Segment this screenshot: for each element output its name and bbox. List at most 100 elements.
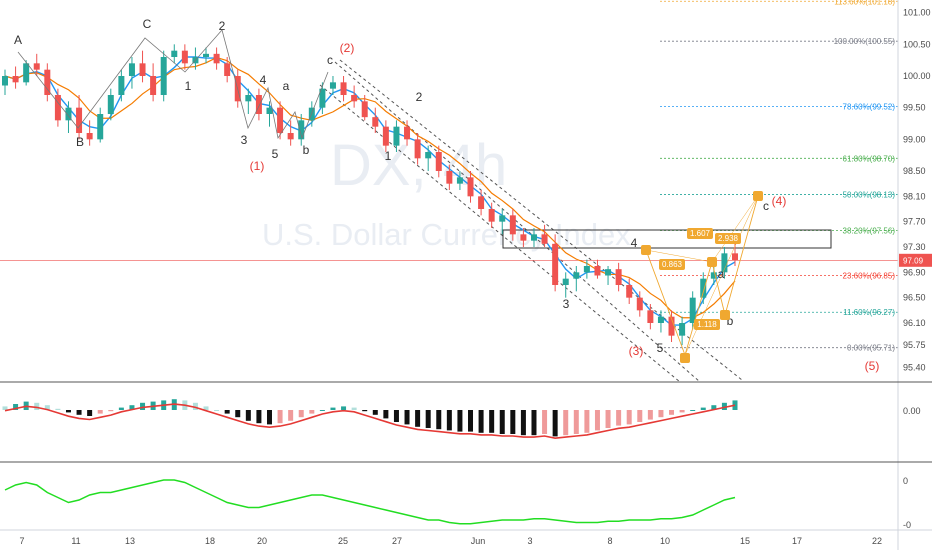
price-tick-label: 96.50: [903, 293, 926, 303]
zigzag-line-1: [17, 29, 223, 129]
candle-body: [150, 76, 157, 95]
macd-histogram-bar: [214, 410, 220, 411]
candle-body: [255, 95, 262, 114]
candle-body: [414, 139, 421, 159]
price-tick-label: 99.50: [903, 103, 926, 113]
candle-body: [626, 285, 633, 298]
wave-label: 3: [563, 297, 570, 311]
macd-panel[interactable]: [2, 399, 738, 440]
candle-body: [541, 234, 548, 244]
fib-level-label: 38.20%(97.56): [843, 227, 896, 236]
macd-histogram-bar: [616, 410, 622, 426]
date-tick-label: 7: [19, 536, 24, 546]
wave-label: 1: [385, 149, 392, 163]
wave-label: C: [143, 17, 152, 31]
candle-body: [203, 53, 210, 57]
date-tick-label: 8: [607, 536, 612, 546]
ma-slow-line: [4, 56, 736, 319]
candle-body: [404, 126, 411, 140]
current-price-badge: [899, 253, 932, 267]
watermark-name: U.S. Dollar Currency Index: [262, 217, 631, 252]
harmonic-ratio-label: 2.938: [718, 234, 739, 243]
channel-line-lower[interactable]: [339, 59, 743, 381]
candle-body: [446, 171, 453, 184]
date-tick-label: 17: [792, 536, 802, 546]
macd-histogram-bar: [499, 410, 505, 434]
macd-histogram-bar: [573, 410, 579, 434]
price-tick-label: 97.30: [903, 242, 926, 252]
candle-body: [329, 82, 336, 89]
macd-histogram-bar: [266, 410, 272, 425]
candle-body: [361, 101, 368, 118]
ma-fast-line: [4, 56, 736, 326]
wave-label: a: [283, 79, 290, 93]
macd-histogram-bar: [383, 410, 389, 419]
wave-label: c: [327, 53, 333, 67]
macd-histogram-bar: [531, 410, 537, 436]
candle-body: [245, 95, 252, 102]
channel-line-upper[interactable]: [334, 61, 701, 383]
candle-body: [266, 107, 273, 114]
candle-body: [605, 269, 612, 276]
harmonic-point-marker: [680, 353, 690, 363]
rsi-axis-bottom: -0: [903, 520, 911, 530]
time-axis[interactable]: 7 11 13 18 20 25 27 Jun 3 8 10 15 17 22: [19, 536, 882, 546]
harmonic-ratio-badge: [694, 319, 720, 330]
fib-level-label: 23.60%(96.85): [843, 272, 896, 281]
candle-body: [583, 266, 590, 273]
price-axis[interactable]: 101.00 100.50 100.00 99.50 99.00 98.50 98.10 97…: [903, 8, 931, 373]
harmonic-point-marker: [753, 191, 763, 201]
macd-histogram-bar: [288, 410, 294, 421]
trend-channel[interactable]: [319, 59, 743, 383]
price-tick-label: 97.70: [903, 217, 926, 227]
macd-histogram-bar: [510, 410, 516, 434]
price-tick-label: 95.40: [903, 362, 926, 372]
price-tick-label: 96.10: [903, 318, 926, 328]
wave-label: 3: [241, 133, 248, 147]
candle-body: [530, 234, 537, 241]
macd-histogram-bar: [711, 405, 717, 410]
macd-histogram-bar: [425, 410, 431, 428]
macd-histogram-bar: [700, 407, 706, 410]
oscillator-panel[interactable]: [4, 479, 736, 525]
macd-histogram-bar: [298, 410, 304, 418]
macd-histogram-bar: [658, 410, 664, 418]
candle-body: [213, 53, 220, 64]
wave-label: b: [303, 143, 310, 157]
macd-histogram-bar: [679, 410, 685, 413]
wave-label: 4: [260, 73, 267, 87]
candle-body: [615, 269, 622, 285]
candle-body: [456, 177, 463, 184]
macd-histogram-bar: [192, 402, 198, 410]
harmonic-diagonals[interactable]: [645, 195, 759, 356]
wave-label-red: (1): [250, 159, 265, 173]
macd-histogram-bar: [669, 410, 675, 415]
candle-body: [573, 272, 580, 279]
candle-body: [351, 95, 358, 102]
harmonic-ratio-label: 0.863: [662, 260, 683, 269]
macd-histogram-bar: [341, 406, 347, 410]
candle-body: [552, 243, 559, 285]
date-tick-label: 3: [527, 536, 532, 546]
candle-body: [76, 107, 83, 133]
candle-body: [54, 95, 61, 121]
candle-body: [509, 215, 516, 235]
harmonic-ratio-badge: [715, 233, 741, 244]
macd-histogram-bar: [605, 410, 611, 428]
fibonacci-retracement[interactable]: 113.60%(101.18) 100.00%(100.55) 78.60%(99.…: [660, 0, 898, 353]
candle-body: [393, 126, 400, 146]
candle-body: [65, 107, 72, 121]
candle-body: [668, 316, 675, 336]
macd-histogram-bar: [415, 410, 421, 427]
wave-label: 1: [185, 79, 192, 93]
current-price-tag: 97.09: [899, 253, 932, 267]
macd-histogram-bar: [626, 410, 632, 425]
candle-body: [118, 76, 125, 95]
harmonic-point-marker: [720, 310, 730, 320]
macd-signal-line: [4, 403, 736, 440]
macd-histogram-bar: [489, 410, 495, 433]
resistance-box[interactable]: [502, 229, 832, 249]
price-tick-label: 100.00: [903, 71, 931, 81]
